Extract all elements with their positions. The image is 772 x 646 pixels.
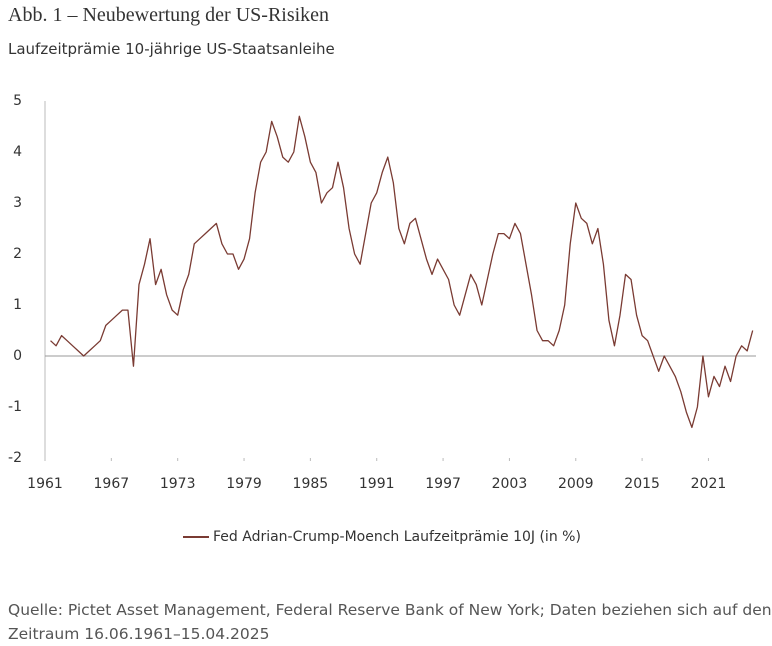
x-tick-label: 2015 [624,476,660,492]
chart-title: Abb. 1 – Neubewertung der US-Risiken [8,4,330,26]
y-tick-label: 3 [13,195,22,211]
x-tick-label: 1991 [359,476,395,492]
x-tick-label: 2009 [558,476,594,492]
y-tick-label: -2 [8,450,22,466]
legend-label: Fed Adrian-Crump-Moench Laufzeitprämie 1… [213,529,581,545]
x-tick-label: 1985 [293,476,329,492]
y-tick-label: 0 [13,348,22,364]
x-tick-label: 2021 [691,476,727,492]
x-tick-label: 1961 [27,476,63,492]
x-tick-label: 1973 [160,476,196,492]
data-line [50,115,754,429]
y-tick-label: 4 [13,144,22,160]
y-tick-label: 1 [13,297,22,313]
y-tick-label: -1 [8,399,22,415]
source-note: Quelle: Pictet Asset Management, Federal… [8,601,772,643]
y-tick-label: 5 [13,93,22,109]
x-tick-label: 1967 [94,476,130,492]
x-tick-label: 1979 [226,476,262,492]
x-tick-label: 1997 [425,476,461,492]
y-tick-label: 2 [13,246,22,262]
x-tick-label: 2003 [492,476,528,492]
chart-subtitle: Laufzeitprämie 10-jährige US-Staatsanlei… [8,40,335,58]
chart: -2 -1 0 1 2 3 4 5 1961 1967 1973 1979 1985 1991 1997 20… [8,93,756,545]
